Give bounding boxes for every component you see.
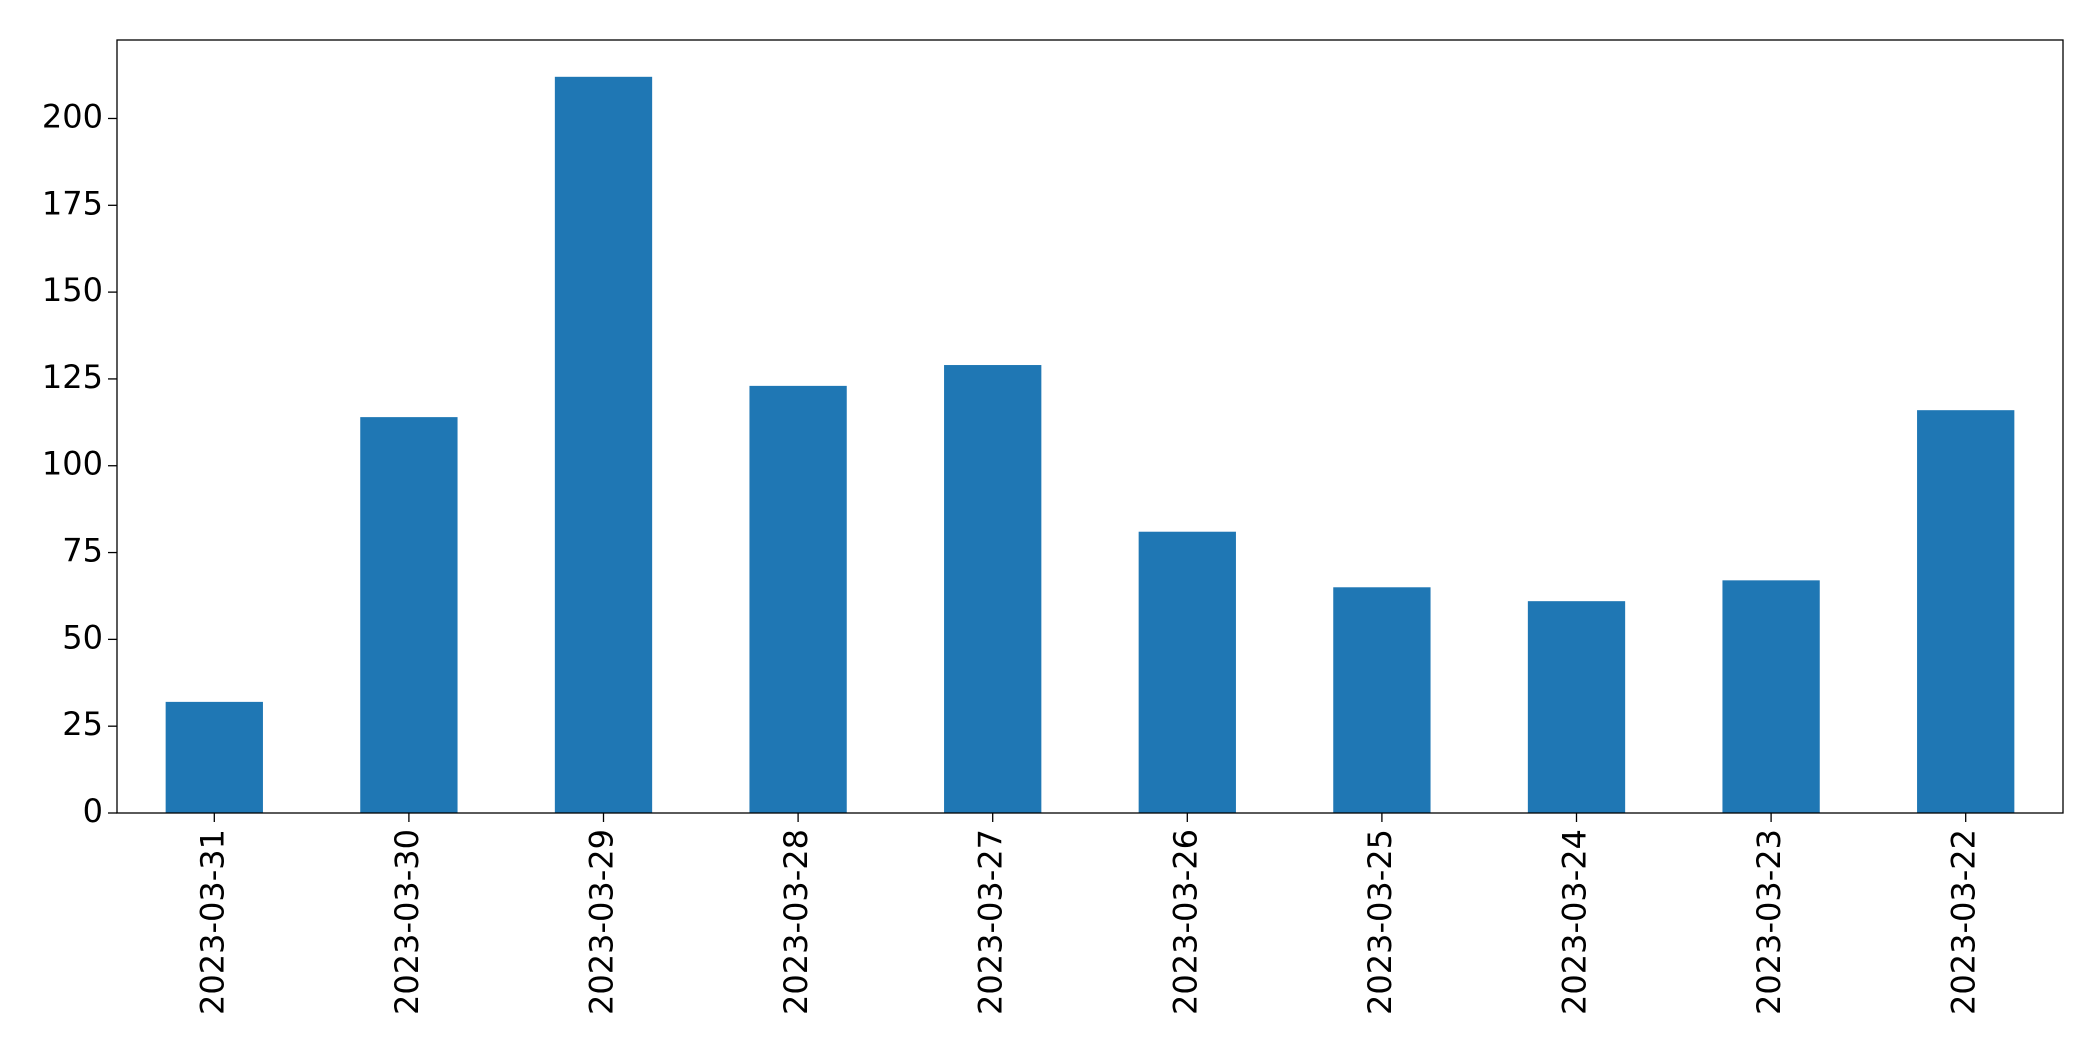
x-tick-label: 2023-03-31: [193, 829, 231, 1015]
y-tick-label: 100: [42, 445, 103, 483]
bar: [360, 417, 458, 813]
y-tick-label: 50: [62, 618, 103, 656]
y-tick-label: 0: [83, 792, 103, 830]
bar: [1138, 531, 1236, 813]
x-tick-label: 2023-03-27: [972, 829, 1010, 1015]
x-tick-label: 2023-03-22: [1945, 829, 1983, 1015]
x-tick-label: 2023-03-25: [1361, 829, 1399, 1015]
bar: [1917, 410, 2015, 813]
y-tick-label: 75: [62, 532, 103, 570]
bar: [554, 76, 653, 814]
bar: [165, 701, 263, 813]
y-tick-label: 150: [42, 271, 103, 309]
bar: [1722, 580, 1820, 813]
y-tick-label: 25: [62, 705, 103, 743]
bar: [1527, 601, 1626, 813]
bar: [1333, 587, 1431, 813]
x-tick-label: 2023-03-23: [1750, 829, 1788, 1015]
y-tick-label: 125: [42, 358, 103, 396]
x-tick-label: 2023-03-26: [1166, 829, 1204, 1015]
plot-frame: [116, 39, 2064, 814]
x-tick-label: 2023-03-30: [388, 829, 426, 1015]
x-tick-label: 2023-03-29: [583, 829, 621, 1015]
y-tick-label: 175: [42, 184, 103, 222]
y-tick-label: 200: [42, 97, 103, 135]
bar: [749, 385, 847, 813]
x-tick-label: 2023-03-28: [777, 829, 815, 1015]
bar: [944, 365, 1042, 813]
x-tick-label: 2023-03-24: [1556, 829, 1594, 1015]
